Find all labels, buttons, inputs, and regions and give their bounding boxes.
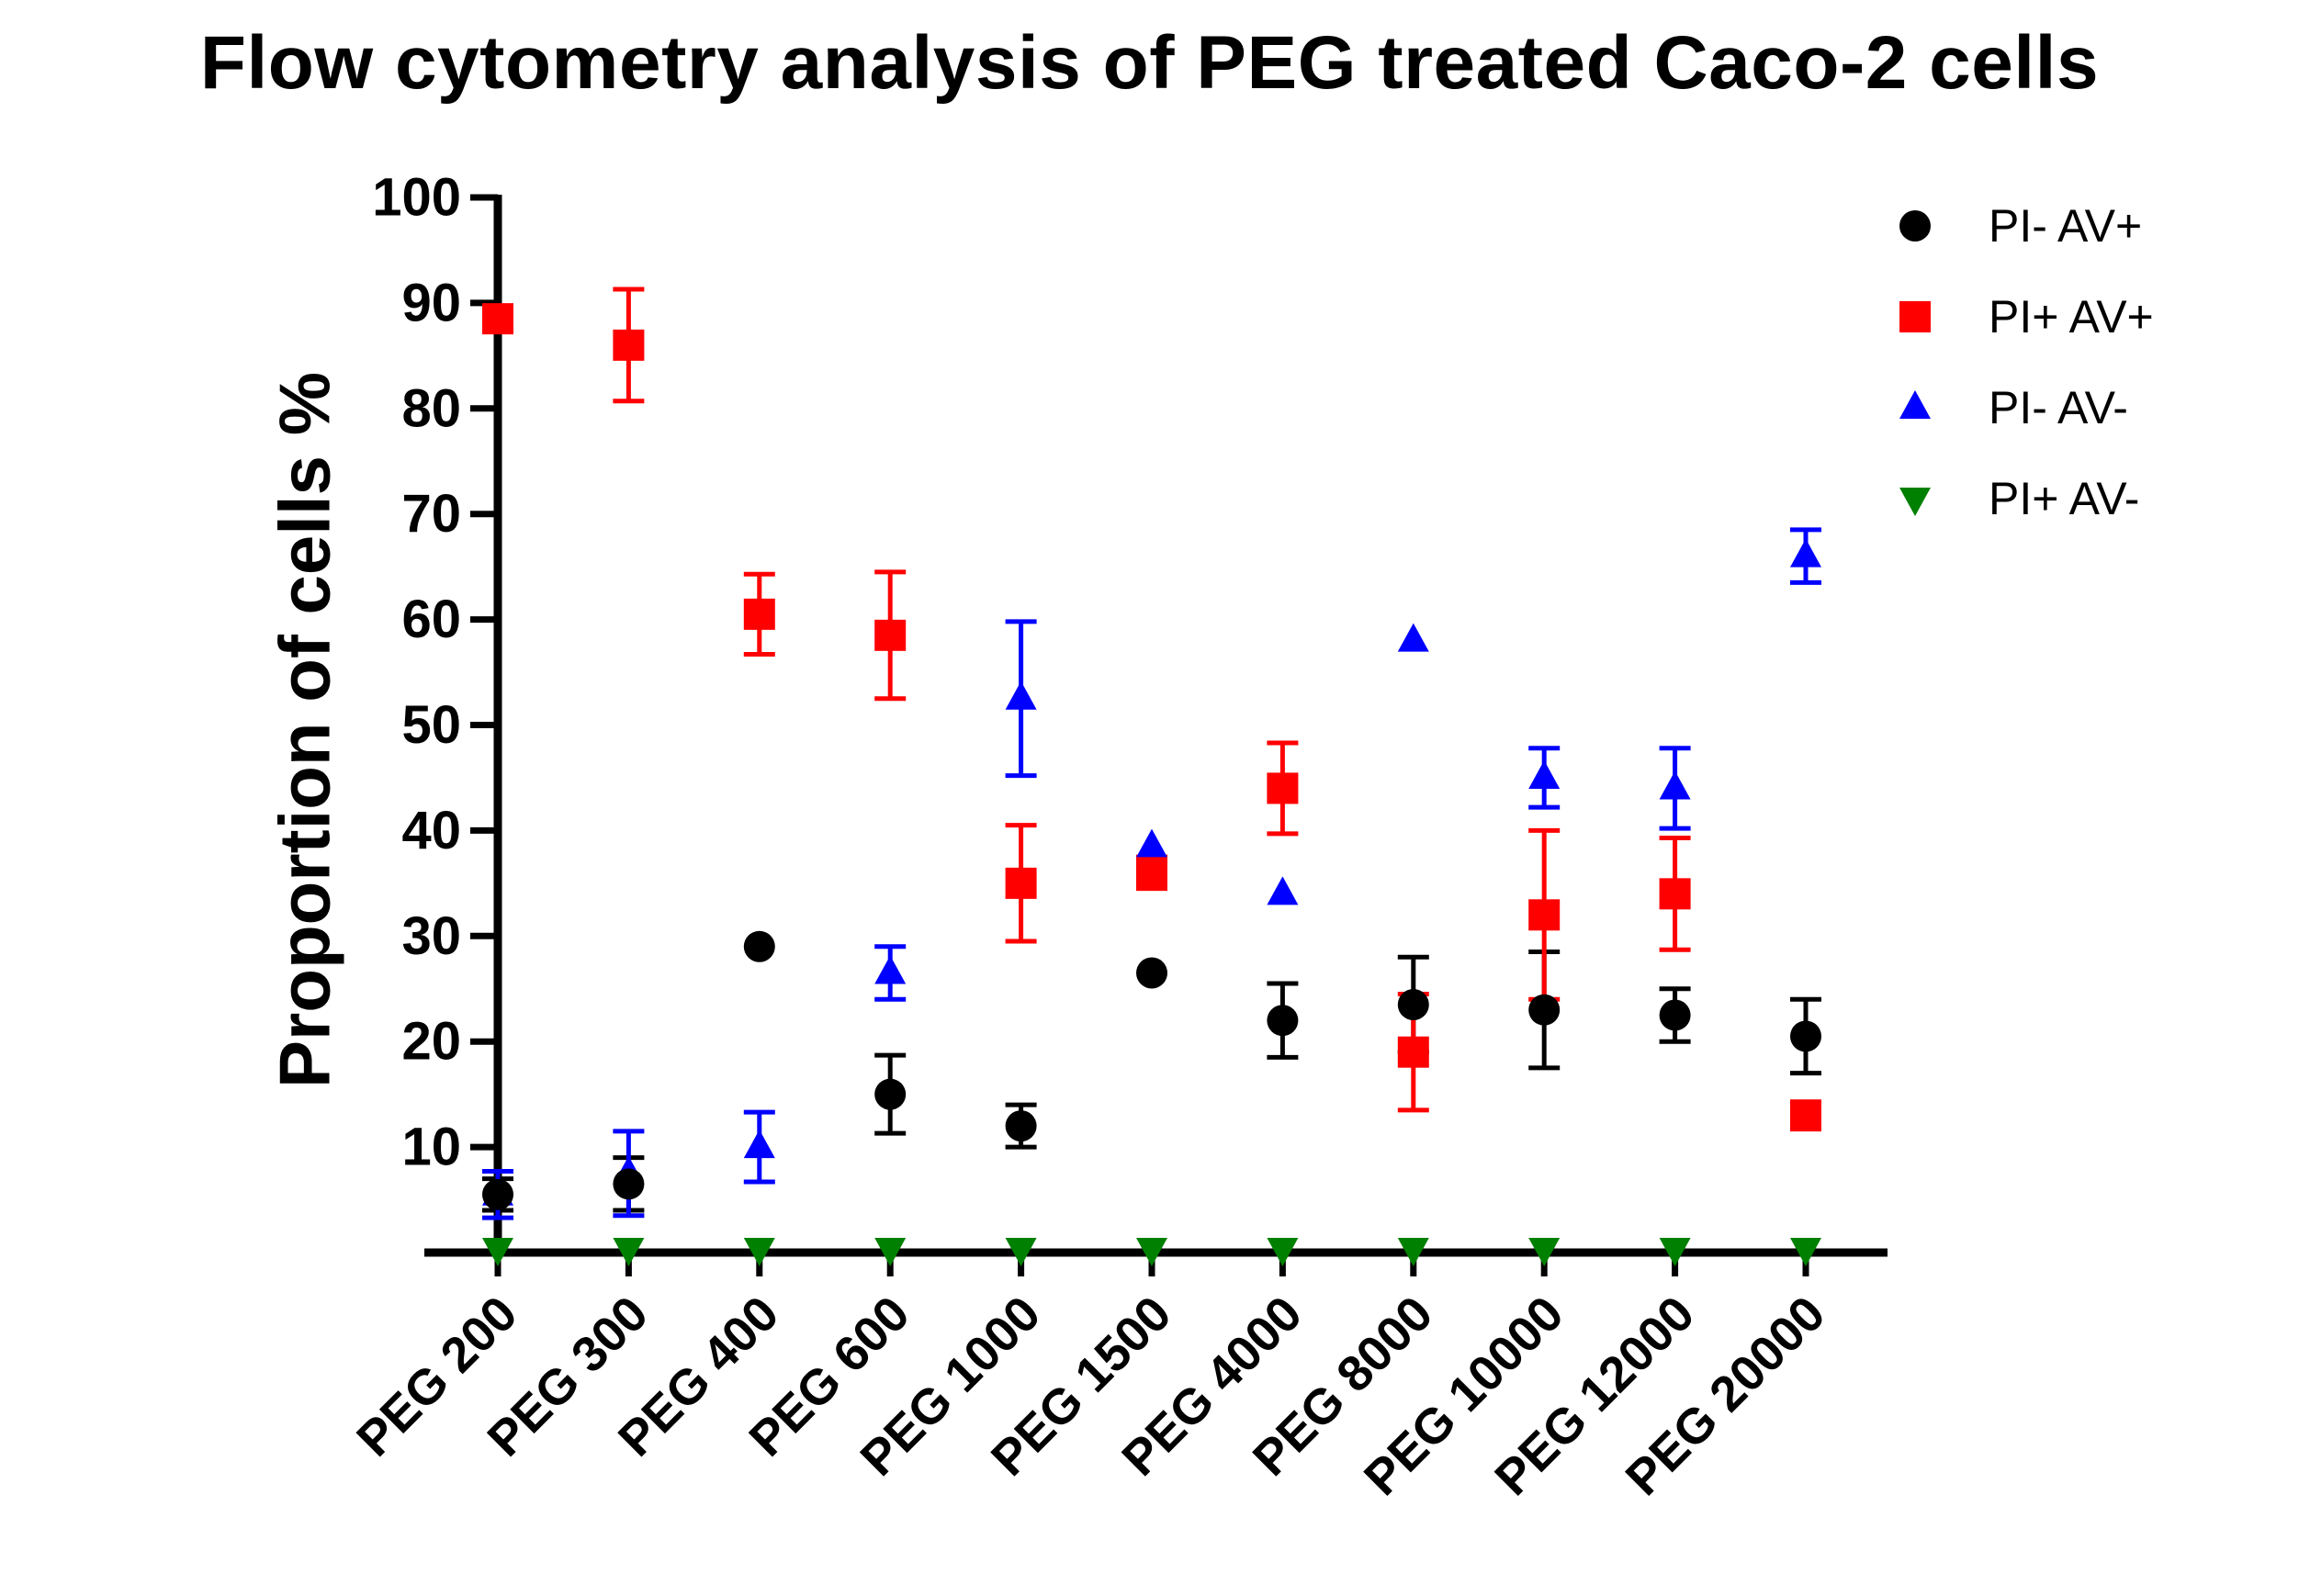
point-s0-10 bbox=[1790, 1020, 1821, 1052]
y-tick-label-70: 70 bbox=[401, 484, 461, 544]
point-s2-5 bbox=[1136, 828, 1167, 858]
error-bars bbox=[482, 287, 1821, 1220]
y-tick-label-40: 40 bbox=[401, 801, 461, 860]
legend-item-1: PI+ AV+ bbox=[1899, 291, 2154, 343]
point-s0-6 bbox=[1267, 1005, 1299, 1037]
point-s3-8 bbox=[1528, 1238, 1561, 1266]
point-s1-6 bbox=[1267, 772, 1299, 804]
point-s0-9 bbox=[1659, 999, 1691, 1031]
legend-item-0-label: PI- AV+ bbox=[1989, 200, 2142, 252]
point-s1-1 bbox=[613, 329, 645, 361]
legend-item-3: PI+ AV- bbox=[1899, 473, 2139, 524]
y-tick-label-90: 90 bbox=[401, 273, 461, 332]
point-s2-4 bbox=[1005, 680, 1037, 710]
point-s1-8 bbox=[1528, 899, 1561, 931]
point-s3-10 bbox=[1790, 1238, 1821, 1266]
y-tick-label-20: 20 bbox=[401, 1012, 461, 1072]
point-s1-10 bbox=[1790, 1099, 1821, 1131]
legend-item-1-label: PI+ AV+ bbox=[1989, 291, 2154, 343]
legend-item-0: PI- AV+ bbox=[1899, 200, 2142, 252]
point-s1-9 bbox=[1659, 878, 1691, 910]
point-s2-7 bbox=[1397, 623, 1429, 652]
legend-item-2: PI- AV- bbox=[1899, 382, 2128, 433]
markers bbox=[482, 303, 1821, 1266]
y-tick-label-100: 100 bbox=[372, 168, 461, 228]
point-s3-5 bbox=[1136, 1238, 1167, 1266]
legend-item-3-label: PI+ AV- bbox=[1989, 473, 2139, 524]
legend-item-0-marker bbox=[1899, 210, 1931, 242]
point-s3-6 bbox=[1267, 1238, 1299, 1266]
point-s0-4 bbox=[1005, 1110, 1037, 1142]
y-ticks: 10 20 30 40 50 60 70 80 90 100 bbox=[372, 168, 498, 1177]
point-s2-3 bbox=[874, 955, 907, 984]
legend-item-1-marker bbox=[1899, 301, 1931, 332]
point-s3-0 bbox=[482, 1238, 513, 1266]
y-tick-label-10: 10 bbox=[401, 1118, 461, 1177]
point-s0-7 bbox=[1397, 988, 1429, 1020]
point-s2-10 bbox=[1790, 538, 1821, 568]
point-s1-4 bbox=[1005, 867, 1037, 899]
y-tick-label-30: 30 bbox=[401, 906, 461, 966]
y-tick-label-80: 80 bbox=[401, 378, 461, 438]
legend-item-2-marker bbox=[1899, 390, 1931, 419]
point-s2-2 bbox=[743, 1130, 775, 1159]
point-s0-1 bbox=[613, 1168, 645, 1200]
point-s1-3 bbox=[874, 619, 907, 651]
point-s0-8 bbox=[1528, 994, 1561, 1026]
point-s0-3 bbox=[874, 1078, 907, 1110]
point-s1-2 bbox=[743, 598, 775, 630]
point-s1-5 bbox=[1136, 857, 1167, 889]
point-s3-1 bbox=[613, 1238, 645, 1266]
point-s0-2 bbox=[743, 930, 775, 962]
point-s2-9 bbox=[1659, 770, 1691, 800]
point-s1-0 bbox=[482, 303, 513, 335]
y-axis-title: Proportion of cells % bbox=[265, 372, 345, 1088]
legend: PI- AV+ PI+ AV+ PI- AV- PI+ AV- bbox=[1899, 200, 2154, 524]
point-s3-4 bbox=[1005, 1238, 1037, 1266]
point-s3-2 bbox=[743, 1238, 775, 1266]
legend-item-2-label: PI- AV- bbox=[1989, 382, 2128, 433]
chart-title: Flow cytometry analysis of PEG treated C… bbox=[199, 21, 2100, 105]
legend-item-3-marker bbox=[1899, 488, 1931, 516]
point-s2-8 bbox=[1528, 759, 1561, 789]
y-tick-label-60: 60 bbox=[401, 590, 461, 649]
point-s1-7 bbox=[1397, 1036, 1429, 1068]
y-tick-label-50: 50 bbox=[401, 695, 461, 755]
point-s0-0 bbox=[482, 1178, 513, 1210]
point-s3-9 bbox=[1659, 1238, 1691, 1266]
point-s3-7 bbox=[1397, 1238, 1429, 1266]
point-s2-6 bbox=[1267, 876, 1299, 905]
point-s3-3 bbox=[874, 1238, 907, 1266]
point-s0-5 bbox=[1136, 957, 1167, 989]
